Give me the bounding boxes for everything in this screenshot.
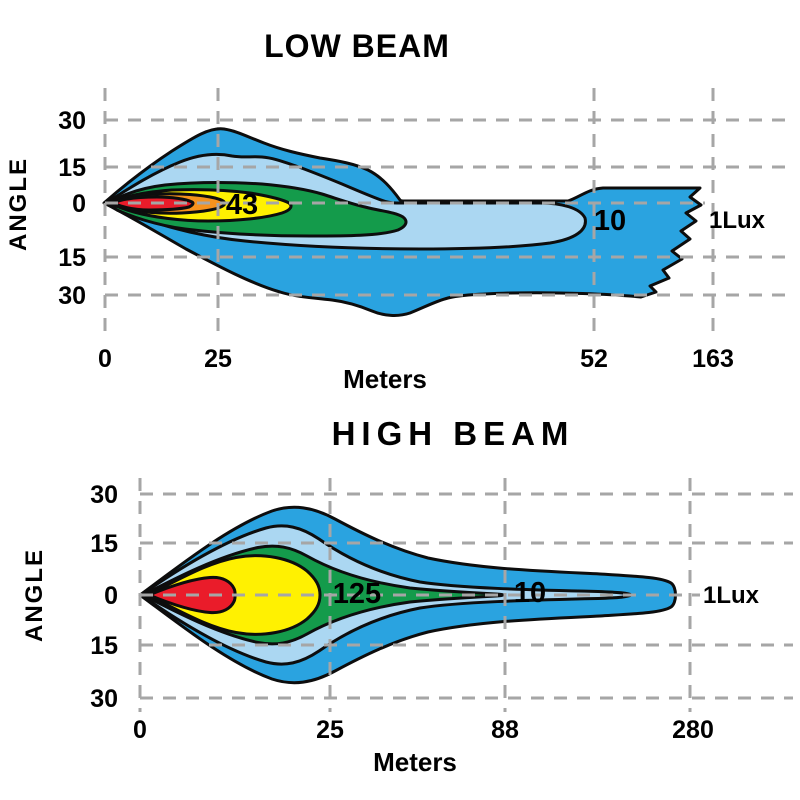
low-ytick-15-top: 15 [58, 154, 86, 182]
low-contour-label-1lux: 1Lux [709, 207, 766, 234]
low-xtick-25: 25 [204, 345, 232, 373]
low-beam-y-axis-title: ANGLE [5, 157, 32, 251]
high-ytick-30-bottom: 30 [90, 685, 118, 713]
high-xtick-0: 0 [133, 716, 147, 744]
low-ytick-30-bottom: 30 [58, 282, 86, 310]
high-xtick-280: 280 [672, 716, 714, 744]
low-contour-label-10: 10 [594, 205, 626, 237]
low-beam-chart: LOW BEAM ANGLE 30 15 0 15 30 0 25 52 163… [5, 28, 793, 394]
high-ytick-30-top: 30 [90, 481, 118, 509]
low-beam-x-axis-title: Meters [343, 364, 427, 394]
high-beam-gridlines [138, 478, 793, 712]
high-ytick-15-bottom: 15 [90, 632, 118, 660]
high-contour-label-10: 10 [514, 577, 546, 609]
high-beam-x-axis-title: Meters [373, 747, 457, 777]
high-ytick-0: 0 [104, 582, 118, 610]
low-beam-gridlines [103, 88, 793, 340]
low-xtick-163: 163 [692, 345, 734, 373]
high-beam-y-axis-title: ANGLE [21, 548, 48, 642]
low-xtick-52: 52 [580, 345, 608, 373]
high-ytick-15-top: 15 [90, 530, 118, 558]
low-ytick-0: 0 [72, 190, 86, 218]
high-beam-chart: HIGH BEAM ANGLE 30 15 0 15 30 0 25 88 28… [21, 415, 793, 777]
high-contour-label-125: 125 [333, 578, 381, 610]
low-beam-title: LOW BEAM [264, 28, 450, 64]
high-xtick-88: 88 [491, 716, 519, 744]
low-xtick-0: 0 [98, 345, 112, 373]
high-xtick-25: 25 [316, 716, 344, 744]
low-ytick-30-top: 30 [58, 107, 86, 135]
low-ytick-15-bottom: 15 [58, 244, 86, 272]
high-beam-title: HIGH BEAM [332, 415, 575, 452]
high-contour-label-1lux: 1Lux [703, 582, 760, 609]
low-contour-label-43: 43 [226, 189, 258, 221]
